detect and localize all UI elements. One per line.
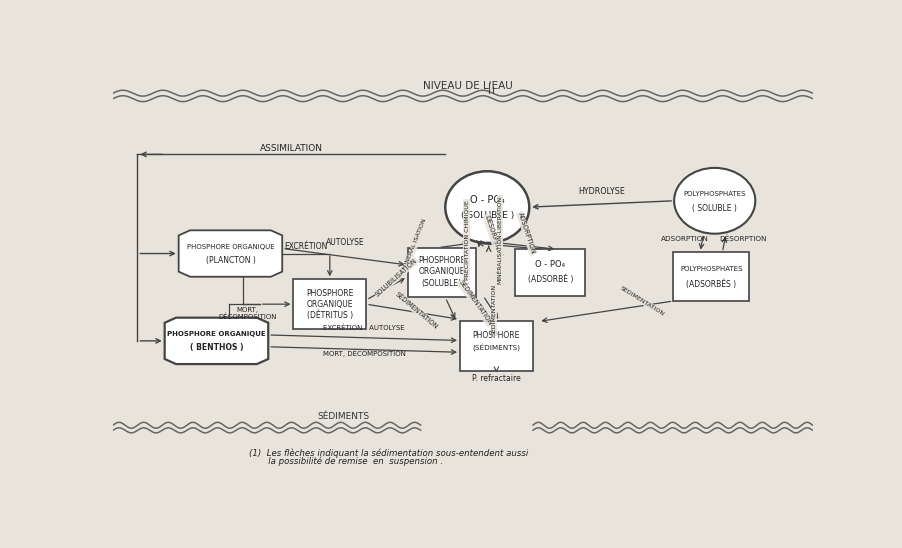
Polygon shape bbox=[179, 230, 282, 277]
Text: PHOSPHORE ORGANIQUE: PHOSPHORE ORGANIQUE bbox=[167, 331, 265, 337]
Text: EXCRÉTION: EXCRÉTION bbox=[284, 242, 327, 252]
Polygon shape bbox=[164, 318, 268, 364]
Text: SÉDIMENTATION: SÉDIMENTATION bbox=[492, 284, 496, 335]
FancyBboxPatch shape bbox=[515, 249, 584, 296]
Text: O - PO₄: O - PO₄ bbox=[535, 260, 565, 270]
Text: HYDROLYSE: HYDROLYSE bbox=[577, 187, 624, 196]
Text: ADSORPTION: ADSORPTION bbox=[516, 212, 536, 255]
Text: POLYPHOSPHATES: POLYPHOSPHATES bbox=[679, 266, 741, 272]
Text: SÉDIMENTATION: SÉDIMENTATION bbox=[619, 286, 665, 317]
Text: MINÉRAL ISATION: MINÉRAL ISATION bbox=[402, 218, 428, 270]
Text: (ADSORBÉ ): (ADSORBÉ ) bbox=[527, 275, 572, 284]
Text: AUTOLYSE: AUTOLYSE bbox=[326, 238, 364, 248]
Text: PRÉCIPITATION CHIMIQUE: PRÉCIPITATION CHIMIQUE bbox=[463, 200, 468, 279]
Text: la possibilité de remise  en  suspension .: la possibilité de remise en suspension . bbox=[249, 456, 443, 466]
Text: ASSIMILATION: ASSIMILATION bbox=[260, 144, 323, 152]
Text: SÉDIMENTATION: SÉDIMENTATION bbox=[393, 291, 438, 330]
Text: DÉSORPTION: DÉSORPTION bbox=[483, 214, 502, 257]
Text: PHOSPHORE ORGANIQUE: PHOSPHORE ORGANIQUE bbox=[187, 244, 274, 250]
Text: ( SOLUBLE ): ( SOLUBLE ) bbox=[692, 204, 736, 213]
Text: (DÉTRITUS ): (DÉTRITUS ) bbox=[307, 310, 353, 320]
Text: ( BENTHOS ): ( BENTHOS ) bbox=[189, 343, 243, 352]
Text: POLYPHOSPHATES: POLYPHOSPHATES bbox=[683, 191, 745, 197]
Text: ORGANIQUE: ORGANIQUE bbox=[419, 267, 465, 276]
Text: PHOSPHORE: PHOSPHORE bbox=[472, 332, 520, 340]
FancyBboxPatch shape bbox=[459, 322, 532, 371]
Text: SÉDIMENTATION: SÉDIMENTATION bbox=[457, 279, 492, 327]
Text: MORT,
DÉCOMPOSITION: MORT, DÉCOMPOSITION bbox=[217, 307, 276, 320]
Ellipse shape bbox=[674, 168, 754, 233]
Text: (SÉDIMENTS): (SÉDIMENTS) bbox=[472, 345, 520, 352]
Text: (SOLUBLE): (SOLUBLE) bbox=[421, 278, 461, 288]
Text: ORGANIQUE: ORGANIQUE bbox=[307, 300, 353, 309]
Ellipse shape bbox=[445, 171, 529, 243]
Text: DÉSORPTION: DÉSORPTION bbox=[718, 236, 766, 242]
Text: MORT, DÉCOMPOSITION: MORT, DÉCOMPOSITION bbox=[322, 350, 405, 357]
Text: O - PO₄: O - PO₄ bbox=[469, 195, 504, 204]
Text: ( SOLUBLE ): ( SOLUBLE ) bbox=[460, 211, 513, 220]
FancyBboxPatch shape bbox=[293, 279, 366, 329]
Text: SOLUBILISATION: SOLUBILISATION bbox=[374, 258, 418, 298]
Text: (1)  Les flèches indiquant la sédimentation sous-entendent aussi: (1) Les flèches indiquant la sédimentati… bbox=[249, 448, 528, 458]
Text: NIVEAU DE L'EAU: NIVEAU DE L'EAU bbox=[422, 81, 512, 91]
Text: EXCRÉTION   AUTOLYSE: EXCRÉTION AUTOLYSE bbox=[323, 325, 404, 332]
Text: SÉDIMENTS: SÉDIMENTS bbox=[318, 412, 370, 421]
Text: ADSORPTION: ADSORPTION bbox=[660, 236, 708, 242]
FancyBboxPatch shape bbox=[407, 248, 475, 298]
Text: PHOSPHORE: PHOSPHORE bbox=[306, 289, 353, 298]
Text: (PLANCTON ): (PLANCTON ) bbox=[206, 256, 255, 265]
Text: PHOSPHORE: PHOSPHORE bbox=[418, 256, 465, 265]
Text: MINÉRALISATION-LIBÉRATION: MINÉRALISATION-LIBÉRATION bbox=[497, 196, 502, 284]
Text: P. refractaire: P. refractaire bbox=[472, 374, 520, 383]
Text: (ADSORBÉS ): (ADSORBÉS ) bbox=[686, 279, 735, 289]
FancyBboxPatch shape bbox=[673, 253, 748, 301]
